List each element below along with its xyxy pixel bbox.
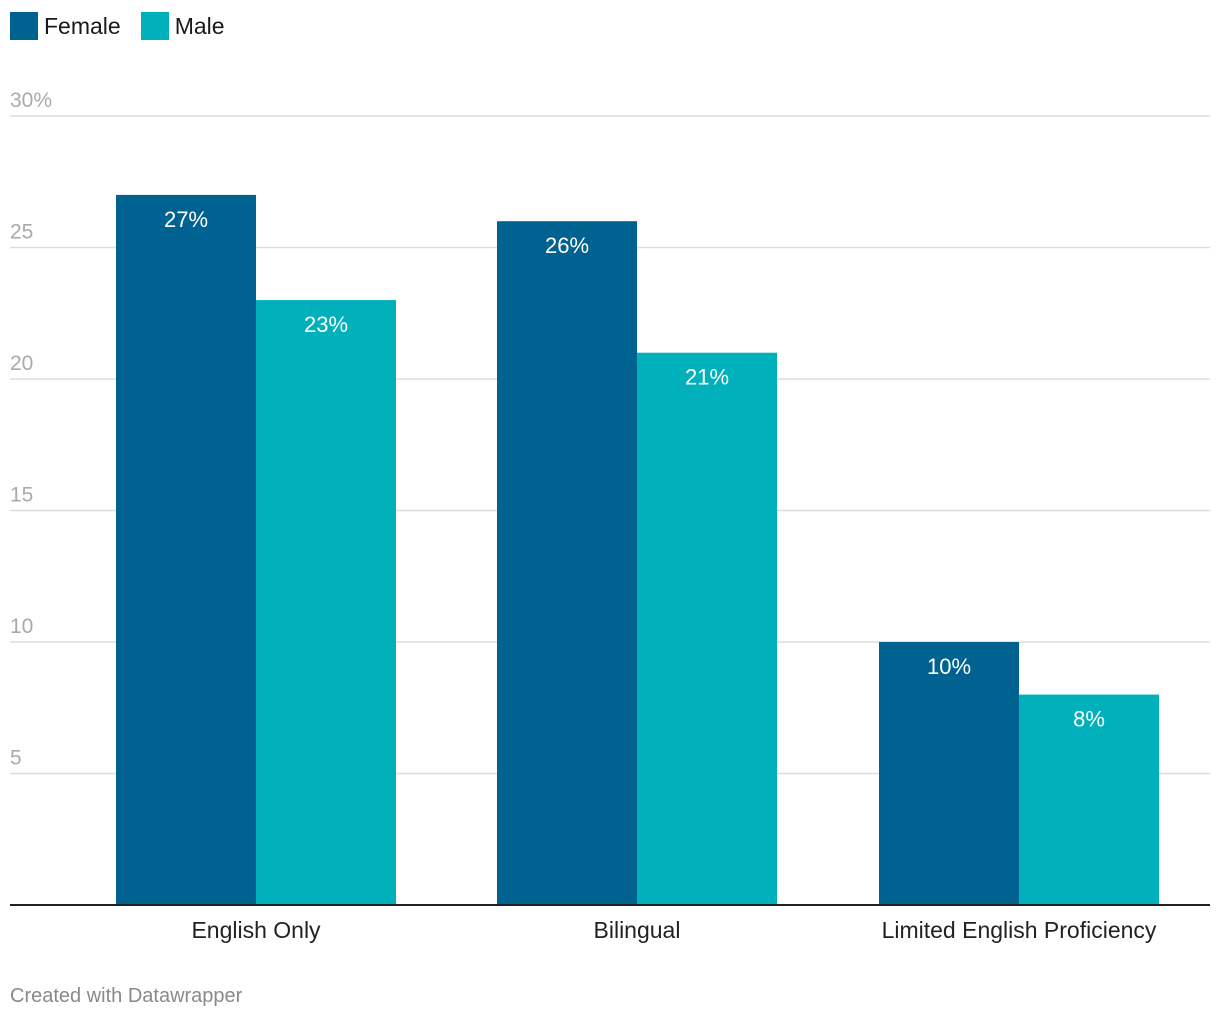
data-label-female-3: 10% [927,654,971,679]
bar-male-3 [1019,694,1159,905]
axis-layer: English Only Bilingual Limited English Pro… [10,904,1210,943]
x-category-label-1: English Only [191,917,321,943]
legend: Female Male [10,12,225,40]
footer-credit: Created with Datawrapper [10,985,243,1007]
y-tick-label-30: 30% [10,89,52,112]
bar-female-1 [116,194,256,905]
bar-layer [116,194,1159,906]
y-tick-label-5: 5 [10,747,22,770]
legend-item-male: Male [140,12,225,40]
legend-label-female: Female [44,12,121,39]
x-category-label-3: Limited English Proficiency [882,917,1157,943]
legend-label-male: Male [174,12,225,39]
bar-female-2 [497,221,637,905]
y-tick-label-10: 10 [10,615,33,638]
data-label-male-3: 8% [1073,707,1105,732]
legend-swatch-female [10,12,38,40]
label-layer: 27% 23% 26% 21% 10% 8% [164,207,1105,732]
data-label-male-2: 21% [685,365,729,390]
legend-swatch-male [140,12,169,40]
legend-item-female: Female [10,12,121,40]
data-label-female-1: 27% [164,207,208,232]
y-tick-label-20: 20 [10,352,33,375]
y-tick-label-25: 25 [10,221,33,244]
y-tick-label-15: 15 [10,484,33,507]
data-label-male-1: 23% [304,312,348,337]
x-category-label-2: Bilingual [594,917,681,943]
bar-male-1 [256,300,396,906]
bar-male-2 [637,352,777,905]
data-label-female-2: 26% [545,233,589,258]
bar-female-3 [879,642,1019,905]
